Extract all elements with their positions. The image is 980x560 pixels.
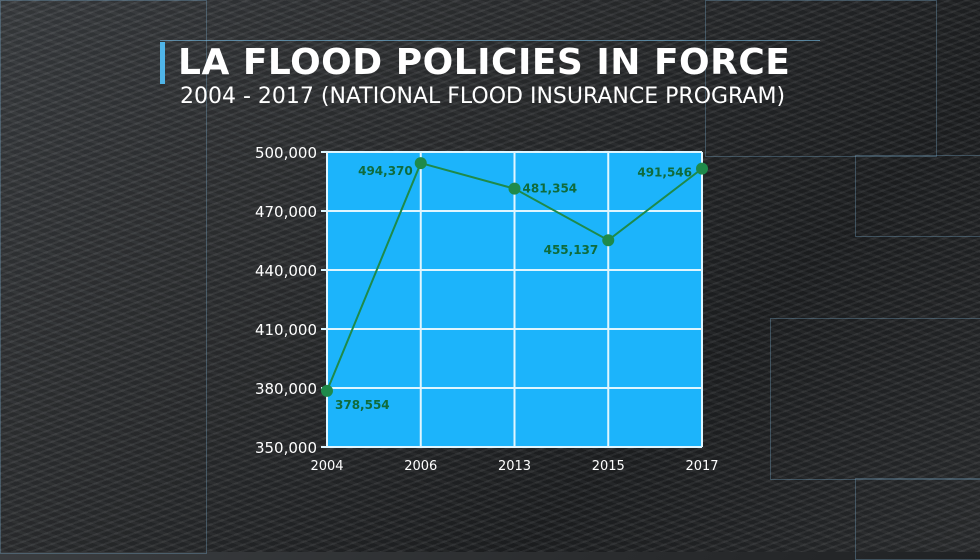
title-rule bbox=[160, 40, 820, 41]
data-label: 378,554 bbox=[335, 398, 390, 412]
bg-panel bbox=[705, 0, 937, 157]
data-label: 455,137 bbox=[544, 243, 599, 257]
x-tick-label: 2004 bbox=[310, 459, 343, 474]
chart-title: LA FLOOD POLICIES IN FORCE bbox=[178, 42, 791, 83]
y-tick-label: 500,000 bbox=[255, 144, 317, 162]
bg-panel bbox=[855, 155, 980, 237]
y-tick-label: 410,000 bbox=[255, 321, 317, 339]
data-point bbox=[414, 157, 427, 170]
y-tick-label: 440,000 bbox=[255, 262, 317, 280]
x-tick-label: 2006 bbox=[404, 459, 437, 474]
data-point bbox=[602, 234, 615, 247]
y-tick-label: 380,000 bbox=[255, 380, 317, 398]
chart-subtitle: 2004 - 2017 (NATIONAL FLOOD INSURANCE PR… bbox=[180, 84, 786, 109]
data-label: 494,370 bbox=[358, 164, 413, 178]
x-tick-label: 2013 bbox=[498, 459, 531, 474]
x-tick-label: 2015 bbox=[592, 459, 625, 474]
data-label: 481,354 bbox=[523, 182, 578, 196]
data-point bbox=[508, 182, 521, 195]
data-label: 491,546 bbox=[637, 166, 692, 180]
y-tick-label: 470,000 bbox=[255, 203, 317, 221]
data-point bbox=[321, 384, 333, 397]
data-point bbox=[696, 162, 708, 175]
bg-panel bbox=[770, 318, 980, 480]
y-tick-label: 350,000 bbox=[255, 439, 317, 457]
title-accent bbox=[160, 42, 165, 84]
x-tick-label: 2017 bbox=[685, 459, 718, 474]
